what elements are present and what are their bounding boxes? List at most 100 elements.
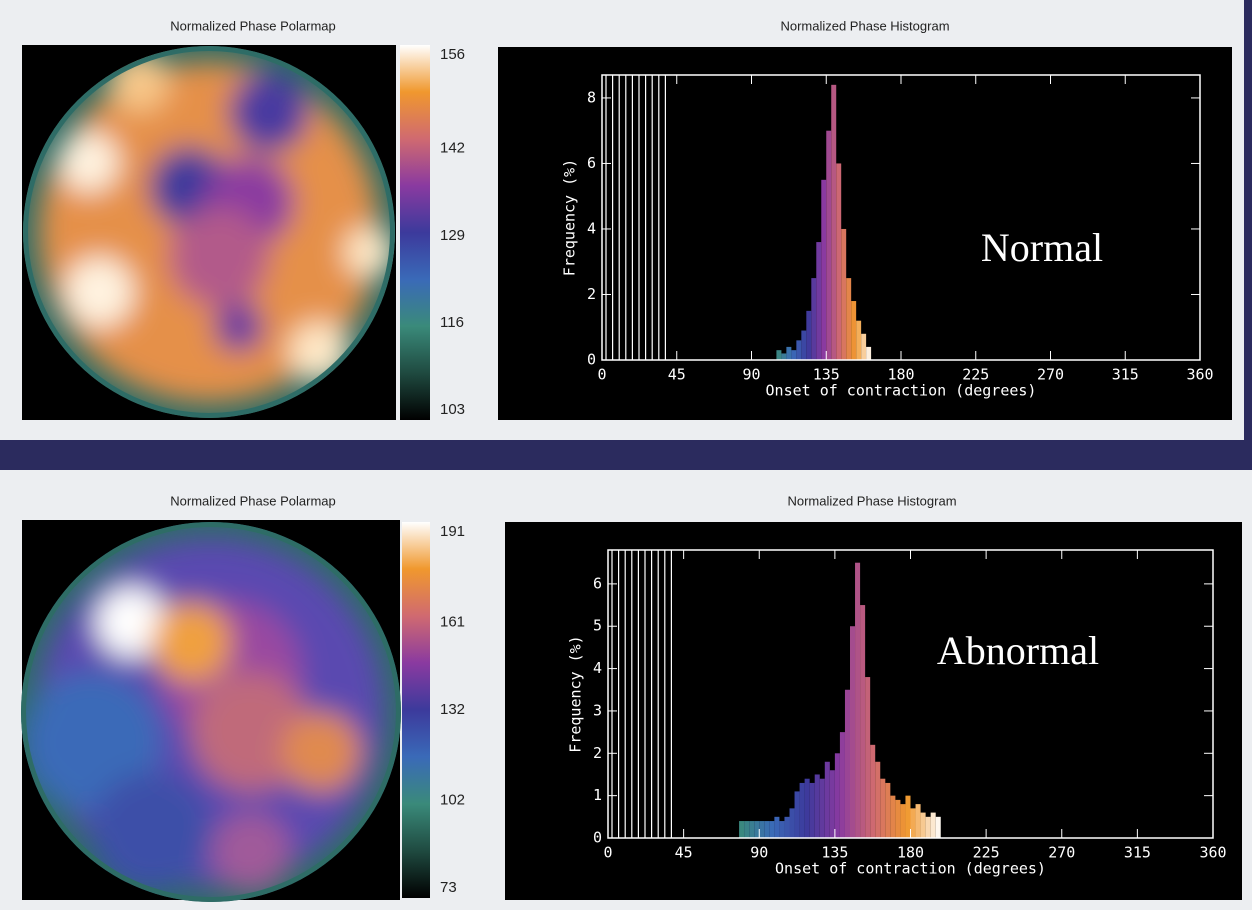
colorbar-tick-label: 156: [440, 46, 465, 63]
histogram-bar: [900, 804, 905, 838]
histogram-bar: [791, 350, 796, 360]
x-tick-label: 270: [1037, 366, 1064, 384]
histogram-bar: [840, 732, 845, 838]
histogram-bar: [916, 804, 921, 838]
y-axis-label: Frequency (%): [561, 159, 579, 276]
histogram-bar: [885, 783, 890, 838]
histogram-bar: [875, 762, 880, 838]
panel-title: Normalized Phase Polarmap: [170, 18, 335, 33]
histogram-bar: [890, 796, 895, 838]
histogram-bar: [810, 783, 815, 838]
histogram-bar: [816, 242, 821, 360]
colorbar: [400, 45, 430, 420]
x-tick-label: 45: [668, 366, 686, 384]
histogram-bar: [855, 563, 860, 838]
colorbar-tick-label: 116: [440, 314, 464, 331]
histogram-bar: [759, 821, 764, 838]
y-tick-label: 5: [593, 617, 602, 635]
histogram-bar: [821, 180, 826, 360]
x-tick-label: 315: [1112, 366, 1139, 384]
histogram-bar: [850, 626, 855, 838]
x-tick-label: 360: [1186, 366, 1213, 384]
histogram-bar: [801, 331, 806, 360]
histogram-bar: [931, 813, 936, 838]
histogram-bar: [784, 817, 789, 838]
histogram-bar: [926, 817, 931, 838]
histogram-bar: [846, 278, 851, 360]
separator-band: [0, 440, 1252, 470]
y-tick-label: 2: [587, 285, 596, 303]
histogram-bar: [744, 821, 749, 838]
histogram-bar: [825, 762, 830, 838]
histogram-bar: [739, 821, 744, 838]
panel-title: Normalized Phase Histogram: [780, 18, 949, 33]
histogram-bar: [865, 677, 870, 838]
histogram-bar: [830, 770, 835, 838]
histogram-bar: [911, 808, 916, 838]
histogram-bar: [860, 605, 865, 838]
colorbar-tick-label: 73: [440, 879, 457, 896]
x-axis-label: Onset of contraction (degrees): [766, 382, 1037, 400]
polarmap-region: [229, 72, 309, 152]
histogram-bar: [836, 163, 841, 360]
histogram-bar: [895, 800, 900, 838]
histogram-bar: [806, 311, 811, 360]
histogram-bar: [851, 301, 856, 360]
histogram-bar: [921, 813, 926, 838]
histogram-bar: [776, 350, 781, 360]
histogram-bar: [880, 779, 885, 838]
y-tick-label: 0: [593, 829, 602, 847]
colorbar-tick-label: 161: [440, 613, 465, 630]
y-axis-label: Frequency (%): [567, 635, 585, 752]
polarmap-region: [64, 257, 134, 327]
histogram-bar: [841, 229, 846, 360]
colorbar-tick-label: 129: [440, 227, 465, 244]
app-window: Normalized Phase Polarmap103116129142156…: [0, 0, 1252, 910]
x-tick-label: 360: [1199, 844, 1226, 862]
panel-title: Normalized Phase Polarmap: [170, 493, 335, 508]
y-tick-label: 1: [593, 786, 602, 804]
colorbar-tick-label: 102: [440, 791, 465, 808]
x-tick-label: 90: [750, 844, 768, 862]
x-tick-label: 45: [675, 844, 693, 862]
colorbar: [402, 522, 430, 898]
polarmap-region: [151, 602, 231, 682]
histogram-bar: [870, 745, 875, 838]
y-tick-label: 0: [587, 351, 596, 369]
histogram-bar: [936, 817, 941, 838]
histogram-bar: [790, 808, 795, 838]
y-tick-label: 6: [593, 574, 602, 592]
histogram-bar: [796, 340, 801, 360]
histogram-bar: [905, 796, 910, 838]
histogram-bar: [781, 353, 786, 360]
y-tick-label: 4: [587, 219, 596, 237]
polarmap-region: [169, 207, 269, 307]
annotation: Normal: [981, 225, 1103, 270]
x-tick-label: 0: [597, 366, 606, 384]
x-tick-label: 315: [1124, 844, 1151, 862]
histogram-bar: [866, 347, 871, 360]
annotation: Abnormal: [937, 628, 1099, 673]
panel-title: Normalized Phase Histogram: [787, 493, 956, 508]
polarmap-region: [59, 132, 119, 192]
y-tick-label: 6: [587, 154, 596, 172]
polarmap-image: [21, 522, 401, 902]
histogram-bar: [779, 821, 784, 838]
x-tick-label: 0: [603, 844, 612, 862]
x-axis-label: Onset of contraction (degrees): [775, 860, 1046, 878]
histogram-bar: [805, 779, 810, 838]
histogram-bar: [800, 783, 805, 838]
polarmap-image: [23, 46, 395, 418]
y-tick-label: 2: [593, 744, 602, 762]
histogram-bar: [831, 85, 836, 360]
histogram-bar: [856, 321, 861, 360]
histogram-bar: [795, 791, 800, 838]
colorbar-tick-label: 191: [440, 523, 465, 540]
histogram-bar: [861, 334, 866, 360]
y-tick-label: 4: [593, 659, 602, 677]
histogram-bar: [815, 774, 820, 838]
y-tick-label: 8: [587, 88, 596, 106]
histogram-bar: [769, 821, 774, 838]
colorbar-tick-label: 132: [440, 701, 465, 718]
colorbar-tick-label: 142: [440, 140, 465, 157]
